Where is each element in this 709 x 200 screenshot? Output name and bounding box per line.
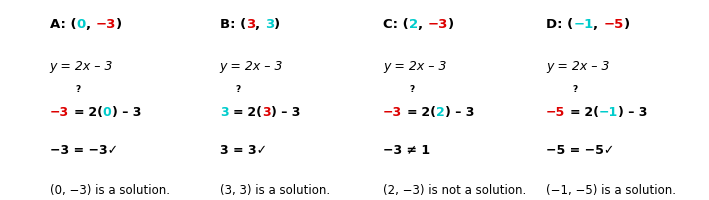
Text: ,: , — [593, 18, 603, 30]
Text: 3: 3 — [262, 106, 271, 118]
Text: 2(: 2( — [417, 106, 436, 118]
Text: ) – 3: ) – 3 — [445, 106, 474, 118]
Text: ?: ? — [235, 85, 241, 93]
Text: ): ) — [448, 18, 454, 30]
Text: y = 2x – 3: y = 2x – 3 — [383, 60, 447, 72]
Text: =: = — [233, 106, 243, 118]
Text: =: = — [406, 106, 417, 118]
Text: −3: −3 — [428, 18, 448, 30]
Text: 2(: 2( — [84, 106, 103, 118]
Text: −3 ≠ 1: −3 ≠ 1 — [383, 144, 430, 156]
Text: (2, −3) is not a solution.: (2, −3) is not a solution. — [383, 184, 526, 196]
Text: 3: 3 — [265, 18, 274, 30]
Text: −3 = −3✓: −3 = −3✓ — [50, 144, 118, 156]
Text: ): ) — [274, 18, 281, 30]
Text: −3: −3 — [383, 106, 402, 118]
Text: ?: ? — [572, 85, 578, 93]
Text: −1: −1 — [599, 106, 618, 118]
Text: A: (: A: ( — [50, 18, 77, 30]
Text: −5: −5 — [546, 106, 565, 118]
Text: −5 = −5✓: −5 = −5✓ — [546, 144, 614, 156]
Text: C: (: C: ( — [383, 18, 408, 30]
Text: ?: ? — [76, 85, 81, 93]
Text: B: (: B: ( — [220, 18, 246, 30]
Text: 2: 2 — [436, 106, 445, 118]
Text: 3: 3 — [220, 106, 228, 118]
Text: ?: ? — [409, 85, 414, 93]
Text: ) – 3: ) – 3 — [618, 106, 648, 118]
Text: ) – 3: ) – 3 — [271, 106, 301, 118]
Text: 3 = 3✓: 3 = 3✓ — [220, 144, 267, 156]
Text: ): ) — [116, 18, 122, 30]
Text: 0: 0 — [103, 106, 111, 118]
Text: ,: , — [255, 18, 265, 30]
Text: y = 2x – 3: y = 2x – 3 — [220, 60, 284, 72]
Text: 2: 2 — [408, 18, 418, 30]
Text: 2(: 2( — [580, 106, 599, 118]
Text: =: = — [73, 106, 84, 118]
Text: y = 2x – 3: y = 2x – 3 — [50, 60, 113, 72]
Text: y = 2x – 3: y = 2x – 3 — [546, 60, 610, 72]
Text: −5: −5 — [603, 18, 623, 30]
Text: 3: 3 — [246, 18, 255, 30]
Text: (−1, −5) is a solution.: (−1, −5) is a solution. — [546, 184, 676, 196]
Text: 0: 0 — [77, 18, 86, 30]
Text: −3: −3 — [50, 106, 69, 118]
Text: −3: −3 — [95, 18, 116, 30]
Text: ): ) — [623, 18, 630, 30]
Text: (3, 3) is a solution.: (3, 3) is a solution. — [220, 184, 330, 196]
Text: −1: −1 — [573, 18, 593, 30]
Text: ) – 3: ) – 3 — [111, 106, 141, 118]
Text: ,: , — [418, 18, 428, 30]
Text: D: (: D: ( — [546, 18, 573, 30]
Text: 2(: 2( — [243, 106, 262, 118]
Text: (0, −3) is a solution.: (0, −3) is a solution. — [50, 184, 169, 196]
Text: =: = — [569, 106, 580, 118]
Text: ,: , — [86, 18, 95, 30]
